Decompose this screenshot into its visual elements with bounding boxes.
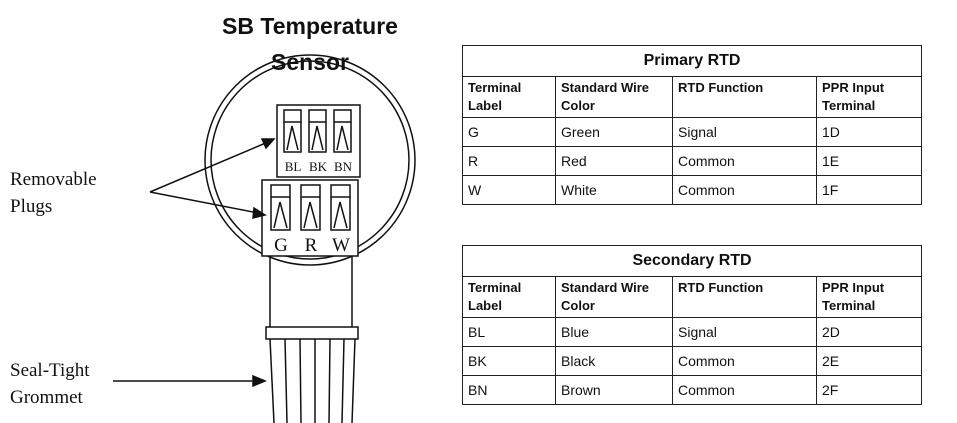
data-row: BN Brown Common 2F [462,375,923,405]
cell: Green [555,117,673,147]
plug-label: R [305,235,318,256]
cell: 1D [815,117,923,147]
header-cell: PPR Input Terminal [815,76,923,118]
header-cell: Terminal Label [462,276,556,318]
cell: Signal [672,117,817,147]
cell: Common [672,175,817,205]
plug-label: W [332,235,350,256]
header-cell: Terminal Label [462,76,556,118]
plug-label: G [274,235,288,256]
data-row: G Green Signal 1D [462,117,923,147]
data-row: R Red Common 1E [462,146,923,176]
upper-plug [276,104,361,178]
cell: Common [672,346,817,376]
cell: 2E [815,346,923,376]
cell: Common [672,375,817,405]
cell: BL [462,317,556,347]
cell: Brown [555,375,673,405]
cell: 2D [815,317,923,347]
cell: R [462,146,556,176]
table-title: Secondary RTD [461,245,923,277]
header-cell: Standard Wire Color [555,76,673,118]
plug-label: BL [285,159,302,174]
title-row: Secondary RTD [461,245,923,277]
header-row: Terminal Label Standard Wire Color RTD Fun… [462,76,923,118]
header-cell: Standard Wire Color [555,276,673,318]
lower-plug [261,179,359,257]
cell: BN [462,375,556,405]
cell: 1F [815,175,923,205]
cell: Blue [555,317,673,347]
callout-grommet: Seal-Tight Grommet [10,360,90,408]
cell: Signal [672,317,817,347]
cell: Common [672,146,817,176]
neck [269,255,353,327]
grommet [265,326,359,423]
diagram-title: SB Temperature Sensor [222,13,398,75]
header-cell: RTD Function [672,76,817,118]
cell: 2F [815,375,923,405]
sensor-head-inner [210,60,410,260]
cell: W [462,175,556,205]
header-row: Terminal Label Standard Wire Color RTD Fun… [462,276,923,318]
plug-label: BN [334,159,353,174]
header-cell: PPR Input Terminal [815,276,923,318]
cell: Black [555,346,673,376]
rtd-table: Secondary RTD Terminal Label Standard Wire… [461,245,923,405]
cell: 1E [815,146,923,176]
cell: BK [462,346,556,376]
data-row: BL Blue Signal 2D [462,317,923,347]
cell: Red [555,146,673,176]
cell: White [555,175,673,205]
cell: G [462,117,556,147]
callout-plugs: Removable Plugs [10,169,97,217]
table-title: Primary RTD [461,45,923,77]
sensor-diagram: BL BK BN G R W [113,54,416,423]
title-row: Primary RTD [461,45,923,77]
data-row: BK Black Common 2E [462,346,923,376]
data-row: W White Common 1F [462,175,923,205]
rtd-table: Primary RTD Terminal Label Standard Wire C… [461,45,923,205]
plug-label: BK [309,159,328,174]
arrows [113,138,276,388]
header-cell: RTD Function [672,276,817,318]
